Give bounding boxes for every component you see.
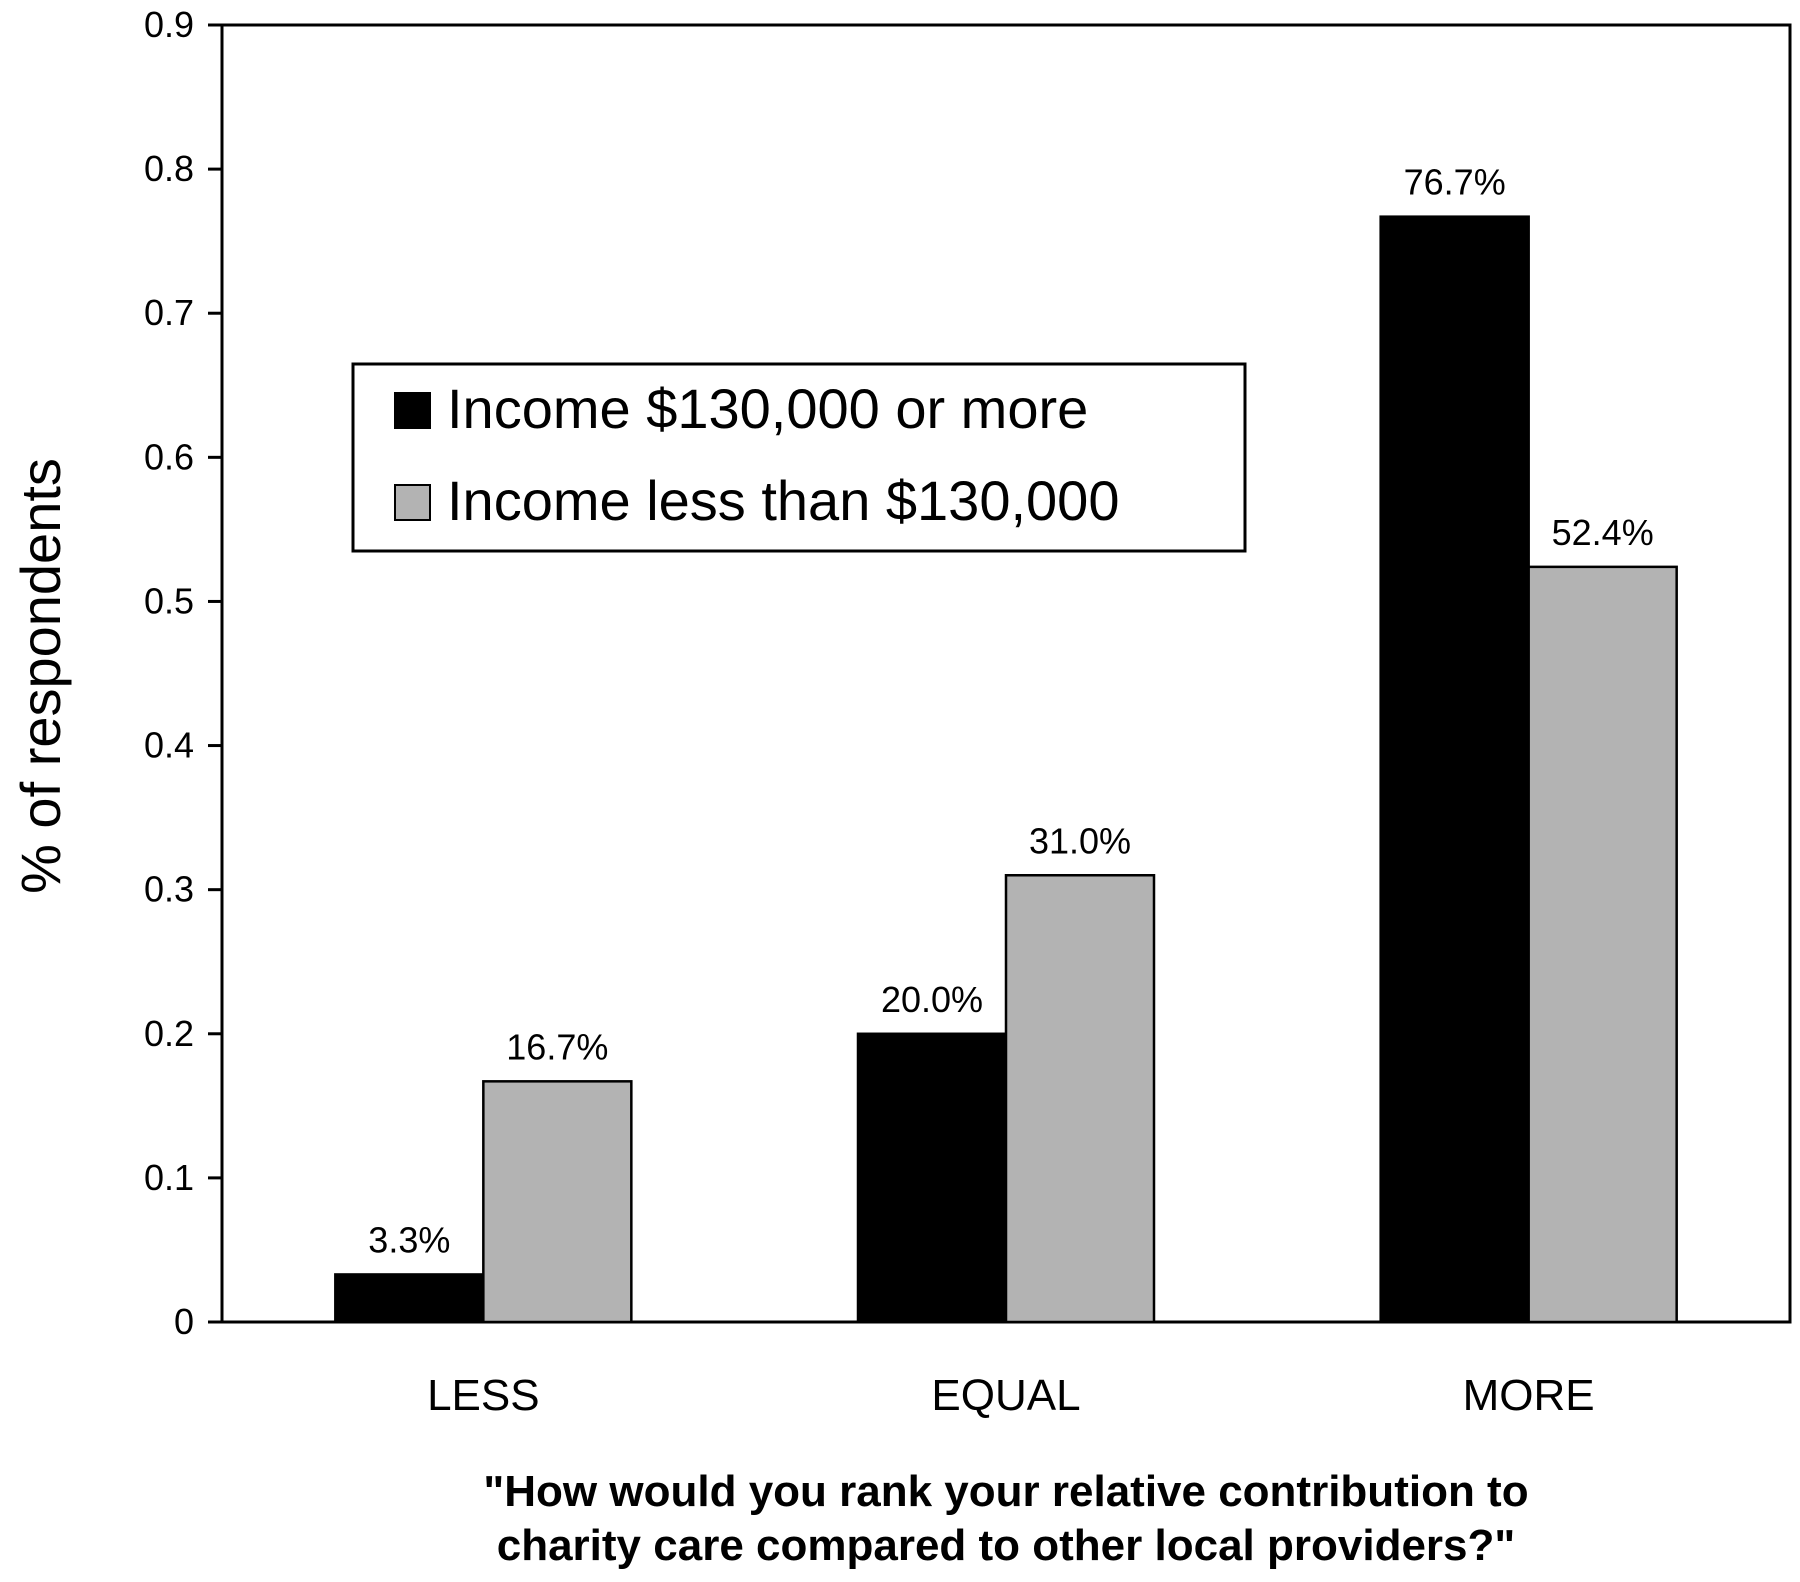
legend-swatch-series-2 — [394, 484, 431, 521]
bars — [334, 215, 1678, 1324]
y-axis-title: % of respondents — [9, 458, 72, 894]
data-label-less-series-1: 3.3% — [368, 1219, 450, 1260]
x-category-label: LESS — [427, 1371, 540, 1420]
x-category-label: EQUAL — [931, 1371, 1080, 1420]
data-labels: 3.3% 16.7% 20.0% 31.0% 76.7% 52.4% — [368, 162, 1653, 1261]
bar-more-series-2 — [1527, 565, 1678, 1324]
legend-label-series-2: Income less than $130,000 — [447, 469, 1119, 532]
bar-less-series-2 — [482, 1080, 633, 1324]
y-tick-label: 0.6 — [144, 436, 194, 477]
y-tick-label: 0.8 — [144, 148, 194, 189]
data-label-equal-series-1: 20.0% — [881, 979, 983, 1020]
data-label-more-series-2: 52.4% — [1552, 512, 1654, 553]
bar-less-series-1 — [334, 1273, 485, 1324]
x-axis-title-line-1: "How would you rank your relative contri… — [483, 1467, 1528, 1516]
data-label-less-series-2: 16.7% — [506, 1026, 608, 1067]
bar-equal-series-2 — [1004, 874, 1156, 1324]
data-label-more-series-1: 76.7% — [1404, 162, 1506, 203]
bar-equal-series-1 — [856, 1032, 1008, 1324]
bar-more-series-1 — [1379, 215, 1530, 1324]
y-tick-label: 0.7 — [144, 292, 194, 333]
x-category-label: MORE — [1463, 1371, 1595, 1420]
y-tick-label: 0.9 — [144, 4, 194, 45]
x-axis-title-line-2: charity care compared to other local pro… — [497, 1521, 1516, 1570]
x-axis-categories: LESS EQUAL MORE — [427, 1371, 1595, 1420]
legend-box — [351, 362, 1247, 553]
legend-label-series-1: Income $130,000 or more — [447, 377, 1088, 440]
y-tick-label: 0.1 — [144, 1157, 194, 1198]
y-tick-label: 0.2 — [144, 1013, 194, 1054]
legend-swatch-series-1 — [394, 392, 431, 429]
data-label-equal-series-2: 31.0% — [1029, 820, 1131, 861]
y-tick-label: 0 — [174, 1301, 194, 1342]
y-tick-label: 0.5 — [144, 580, 194, 621]
legend: Income $130,000 or more Income less than… — [351, 362, 1247, 553]
y-axis: 0 0.1 0.2 0.3 0.4 0.5 0.6 0.7 0.8 0.9 — [144, 4, 222, 1342]
y-tick-label: 0.3 — [144, 869, 194, 910]
y-tick-label: 0.4 — [144, 725, 194, 766]
